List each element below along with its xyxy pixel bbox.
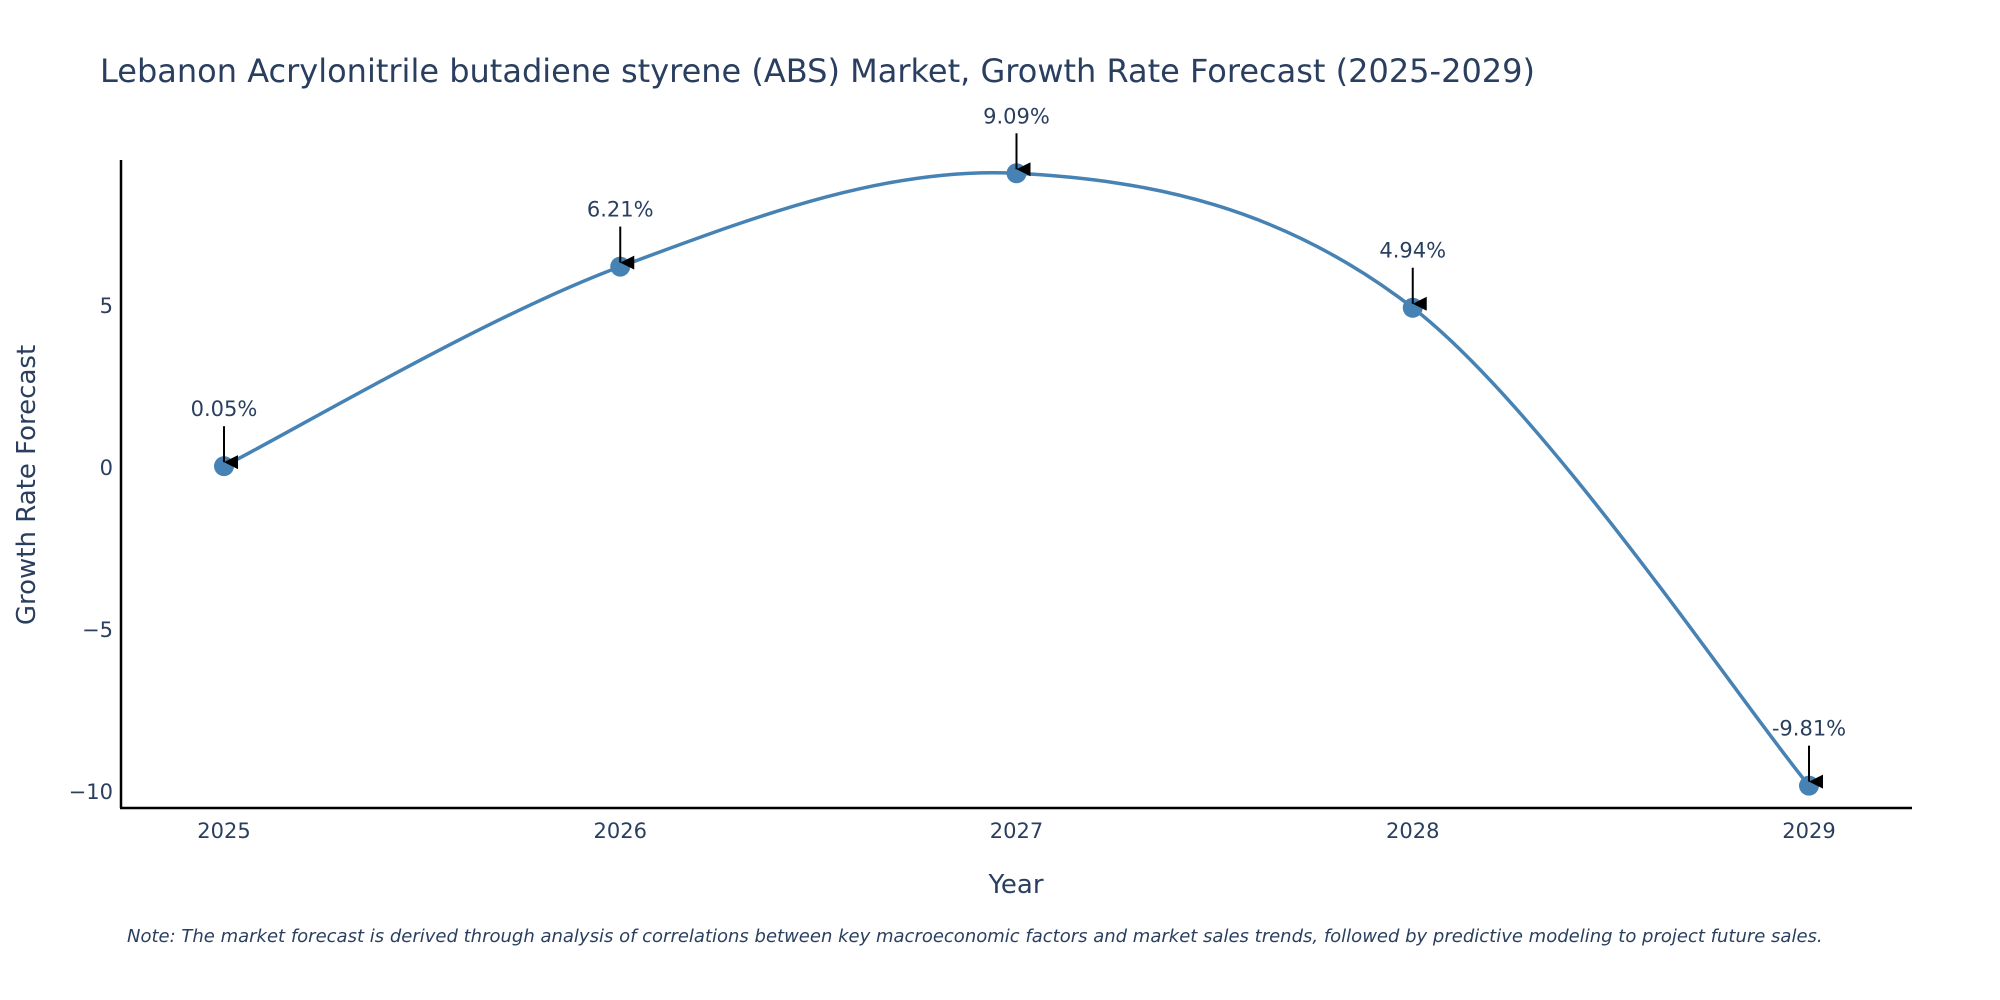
data-label: 6.21% — [587, 198, 654, 222]
x-tick-label: 2029 — [1782, 819, 1835, 843]
y-tick-label: −5 — [82, 618, 113, 642]
forecast-note: Note: The market forecast is derived thr… — [127, 926, 1823, 947]
x-tick-label: 2025 — [197, 819, 250, 843]
data-label: 0.05% — [191, 397, 258, 421]
y-axis-title: Growth Rate Forecast — [12, 345, 42, 625]
x-tick-label: 2028 — [1386, 819, 1439, 843]
x-axis-title: Year — [987, 870, 1043, 900]
series-line — [223, 170, 1811, 787]
x-tick-label: 2026 — [594, 819, 647, 843]
y-tick-label: −10 — [69, 780, 113, 804]
x-tick-label: 2027 — [990, 819, 1043, 843]
data-label: 4.94% — [1379, 239, 1446, 263]
y-tick-label: 5 — [100, 294, 113, 318]
y-tick-label: 0 — [100, 456, 113, 480]
chart-title: Lebanon Acrylonitrile butadiene styrene … — [100, 52, 1535, 90]
data-label: -9.81% — [1772, 717, 1846, 741]
data-label: 9.09% — [983, 104, 1050, 128]
plot-area: 5 0 −5 −10 2025 2026 2027 2028 2029 0.05% 6.21% 9.0… — [69, 104, 1912, 843]
